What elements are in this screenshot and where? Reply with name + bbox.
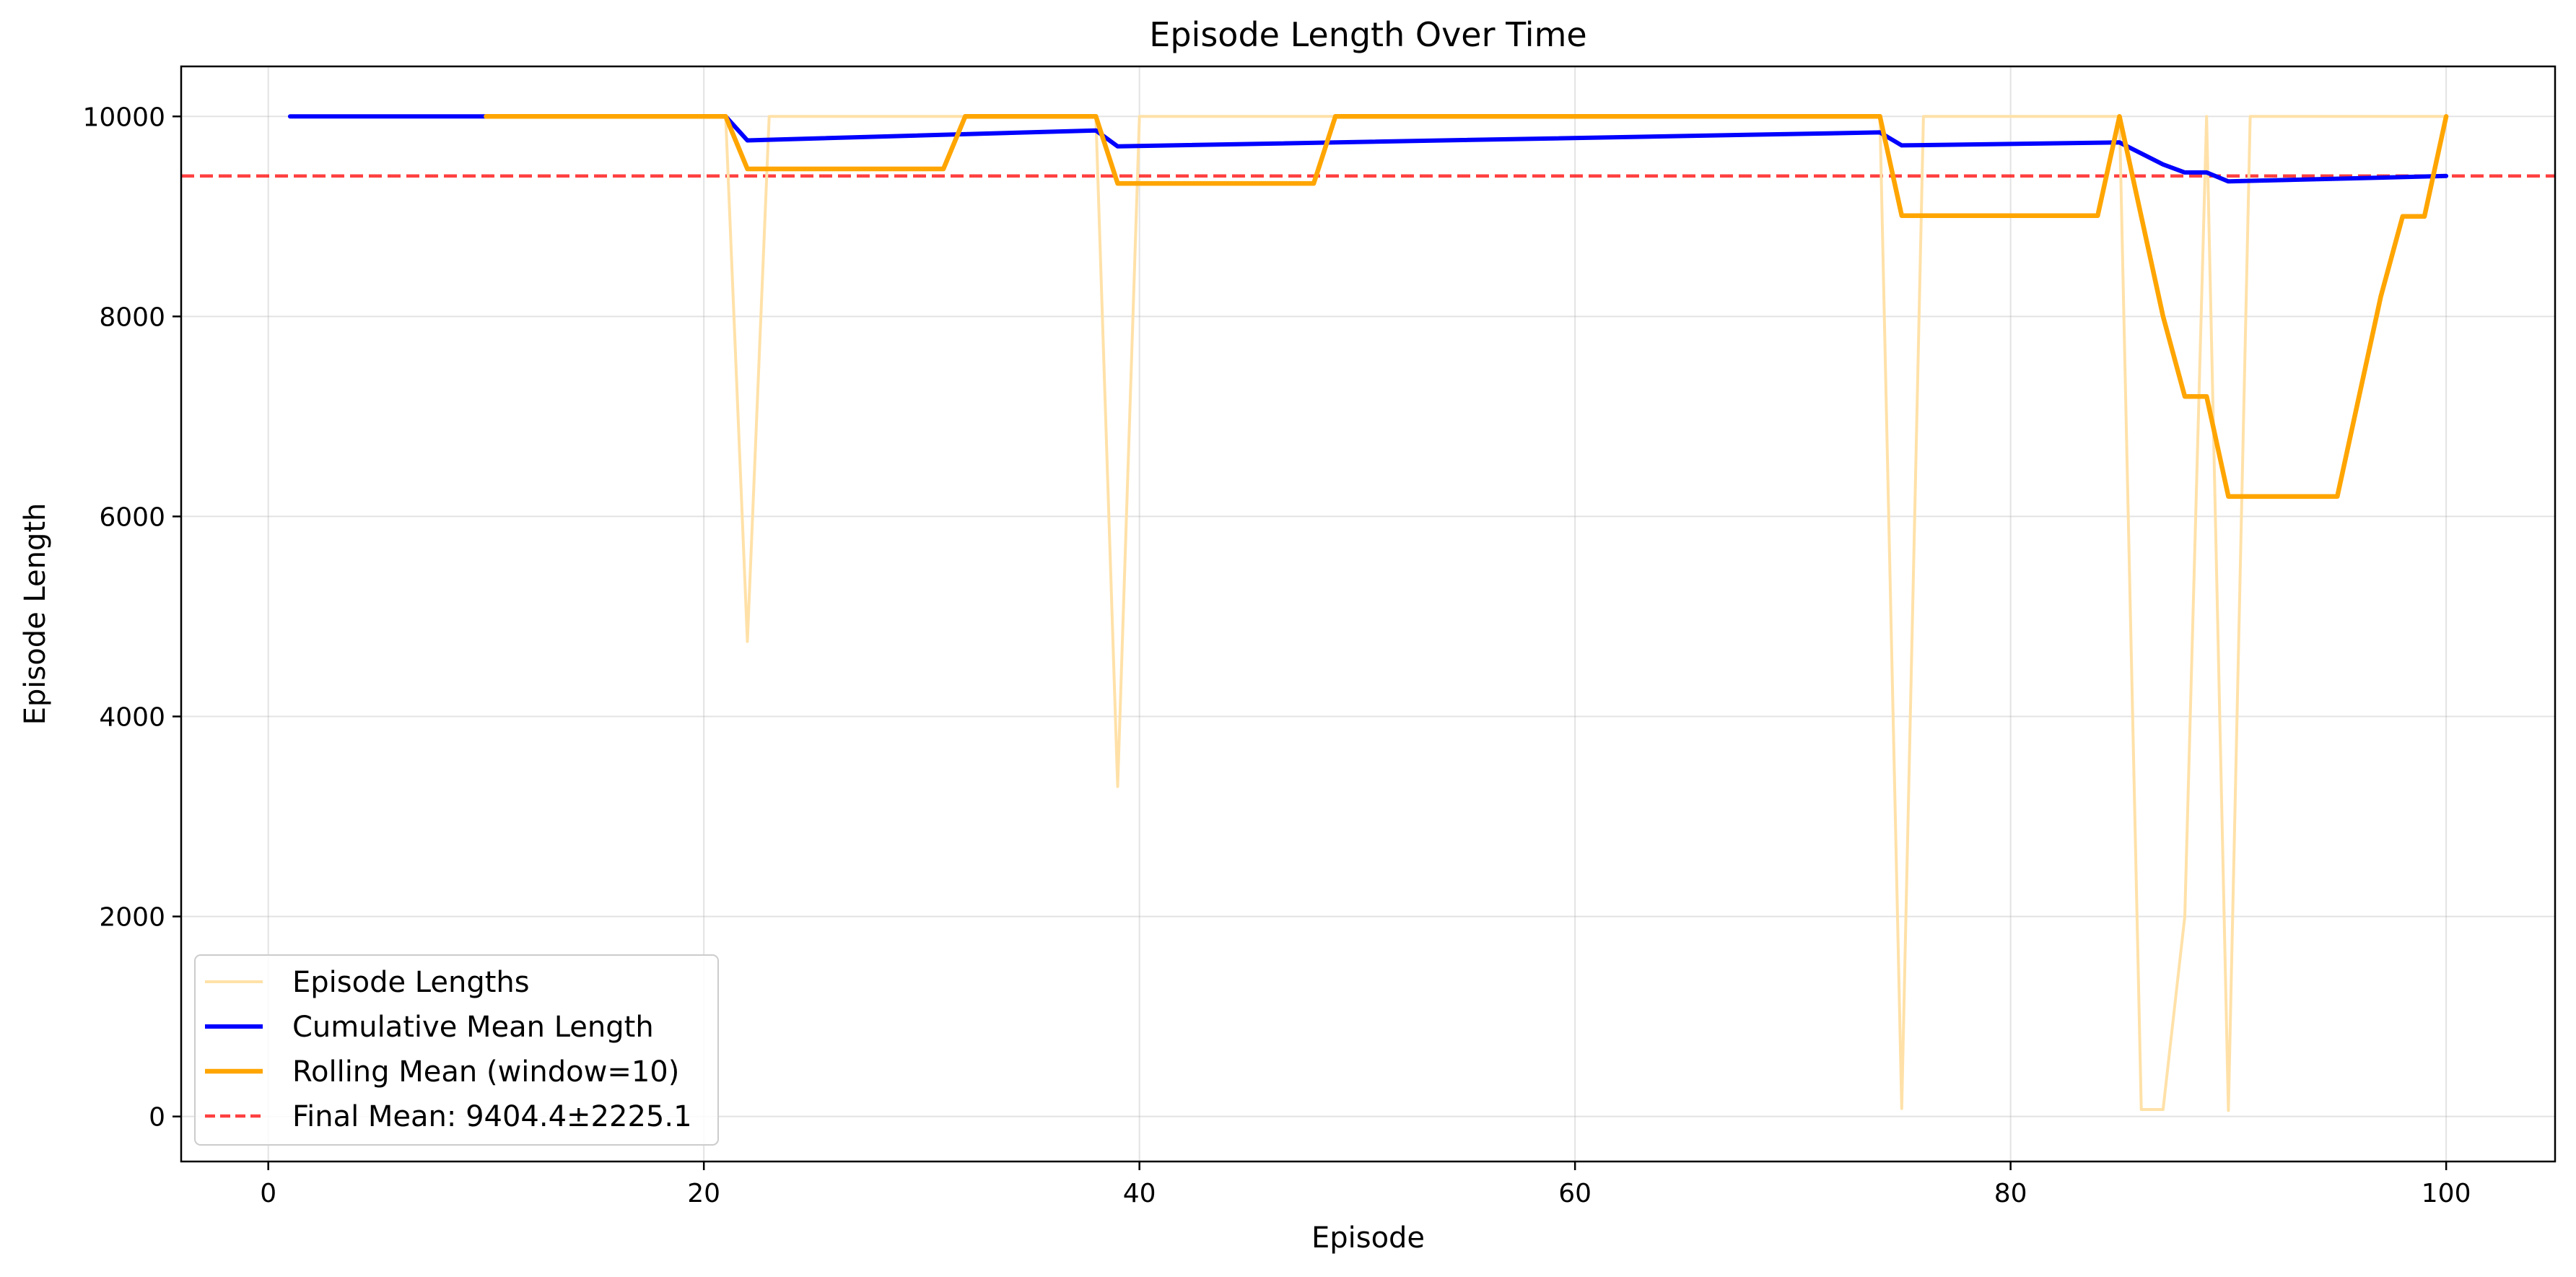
legend-label: Episode Lengths — [292, 966, 530, 999]
plot-area-frame — [180, 65, 2557, 1163]
y-tick-label: 6000 — [99, 502, 165, 532]
x-tick-label: 100 — [2422, 1179, 2471, 1208]
legend-label: Cumulative Mean Length — [292, 1011, 654, 1044]
rolling-mean-line — [484, 114, 2449, 499]
x-tick-label: 80 — [1994, 1179, 2027, 1208]
y-tick-label: 8000 — [99, 302, 165, 332]
y-tick-label: 2000 — [99, 903, 165, 933]
legend-label: Final Mean: 9404.4±2225.1 — [292, 1100, 692, 1133]
x-tick-label: 20 — [687, 1179, 720, 1208]
y-axis-label: Episode Length — [19, 503, 52, 725]
y-tick-label: 4000 — [99, 703, 165, 733]
legend-label: Rolling Mean (window=10) — [292, 1055, 679, 1089]
x-tick-label: 60 — [1558, 1179, 1592, 1208]
grid-layer — [181, 66, 2555, 1161]
y-tick-label: 0 — [149, 1103, 165, 1133]
x-tick-label: 40 — [1123, 1179, 1156, 1208]
chart-title: Episode Length Over Time — [1149, 15, 1586, 54]
legend: Episode Lengths Cumulative Mean Length Rol… — [194, 954, 719, 1146]
tick-layer: 0 20 40 60 80 100 0 2000 4000 6000 8000 10000 — [82, 103, 2471, 1208]
legend-box — [194, 954, 719, 1146]
series-layer — [287, 114, 2449, 1112]
y-tick-label: 10000 — [82, 103, 165, 132]
x-tick-label: 0 — [260, 1179, 276, 1208]
x-axis-label: Episode — [1311, 1221, 1425, 1255]
